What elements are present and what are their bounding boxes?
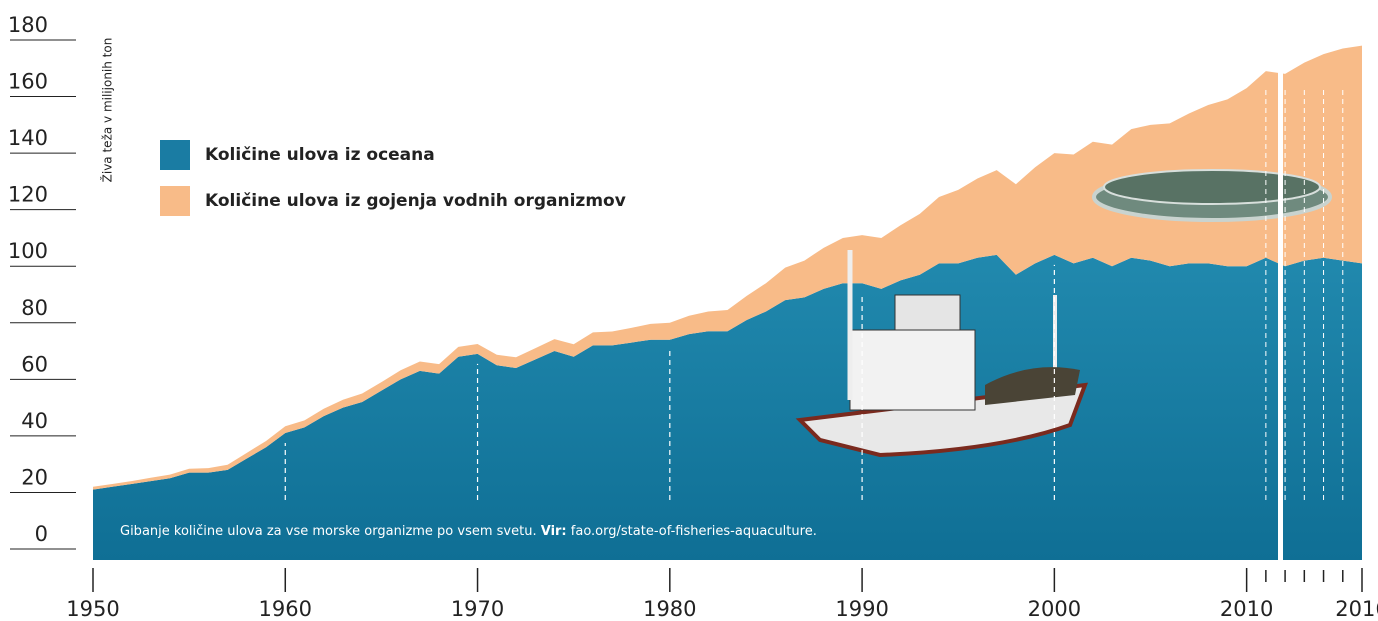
y-tick-label: 0 [35,522,48,546]
x-tick-label: 1990 [835,597,888,621]
x-tick-label: 1980 [643,597,696,621]
y-tick-label: 60 [21,352,48,376]
x-tick-label: 1960 [259,597,312,621]
y-tick-label: 160 [8,70,48,94]
break-line [1278,70,1283,565]
legend-swatch [160,186,190,216]
x-tick-label: 1950 [66,597,119,621]
legend: Količine ulova iz oceana Količine ulova i… [160,140,626,216]
y-tick-label: 180 [8,13,48,37]
y-tick-label: 40 [21,409,48,433]
y-tick-label: 80 [21,296,48,320]
areas [93,46,1362,560]
legend-label: Količine ulova iz oceana [205,145,435,165]
y-tick-label: 140 [8,126,48,150]
x-tick-label: 1970 [451,597,504,621]
x-tick-label: 2010 [1220,597,1273,621]
legend-label: Količine ulova iz gojenja vodnih organiz… [205,191,626,211]
y-tick-label: 20 [21,465,48,489]
x-tick-label: 2016 [1335,597,1378,621]
net-pen [1094,170,1330,220]
legend-swatch [160,140,190,170]
x-tick-label: 2000 [1028,597,1081,621]
area [93,255,1362,560]
chart: Živa teža v milijonih ton Gibanje količi… [0,0,1378,621]
y-tick-label: 100 [8,239,48,263]
y-axis-label: Živa teža v milijonih ton [100,38,115,183]
y-tick-label: 120 [8,183,48,207]
note: Gibanje količine ulova za vse morske org… [120,524,817,539]
